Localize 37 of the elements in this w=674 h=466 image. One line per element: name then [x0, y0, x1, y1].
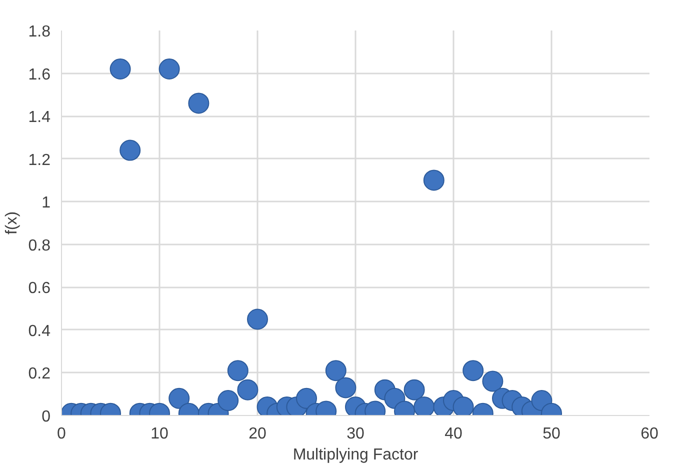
y-tick-label: 1.6 [28, 66, 51, 84]
x-tick-label: 40 [444, 426, 462, 442]
point [325, 360, 346, 382]
point [482, 370, 504, 392]
y-tick-label: 1.2 [28, 152, 51, 169]
point [218, 390, 239, 412]
point [423, 170, 444, 191]
x-axis-title: Multiplying Factor [292, 446, 419, 464]
y-tick-label: 0.6 [28, 280, 51, 298]
y-tick-label: 1 [42, 194, 51, 212]
x-tick-label: 30 [346, 426, 364, 442]
point [237, 379, 258, 400]
point [335, 377, 356, 398]
point [414, 396, 435, 416]
point [110, 58, 131, 80]
point [227, 360, 248, 382]
y-tick-label: 0.4 [28, 322, 51, 340]
point [120, 140, 141, 161]
x-tick-label: 20 [248, 426, 266, 442]
point [247, 308, 268, 330]
y-tick-label: 0.2 [28, 366, 51, 383]
x-tick-label: 10 [150, 426, 168, 442]
point [296, 388, 317, 409]
point [188, 92, 210, 114]
y-axis-title: f(x) [3, 211, 20, 235]
y-tick-label: 0.8 [28, 237, 51, 254]
x-tick-label: 50 [542, 426, 560, 442]
point [462, 360, 484, 382]
point [452, 396, 474, 416]
y-tick-label: 1.8 [28, 24, 51, 40]
y-tick-label: 1.4 [28, 109, 51, 126]
point [404, 379, 425, 400]
point [158, 58, 180, 80]
x-tick-label: 0 [57, 426, 66, 442]
point [168, 388, 190, 409]
y-tick-label: 0 [42, 408, 51, 426]
x-tick-label: 60 [640, 426, 658, 442]
